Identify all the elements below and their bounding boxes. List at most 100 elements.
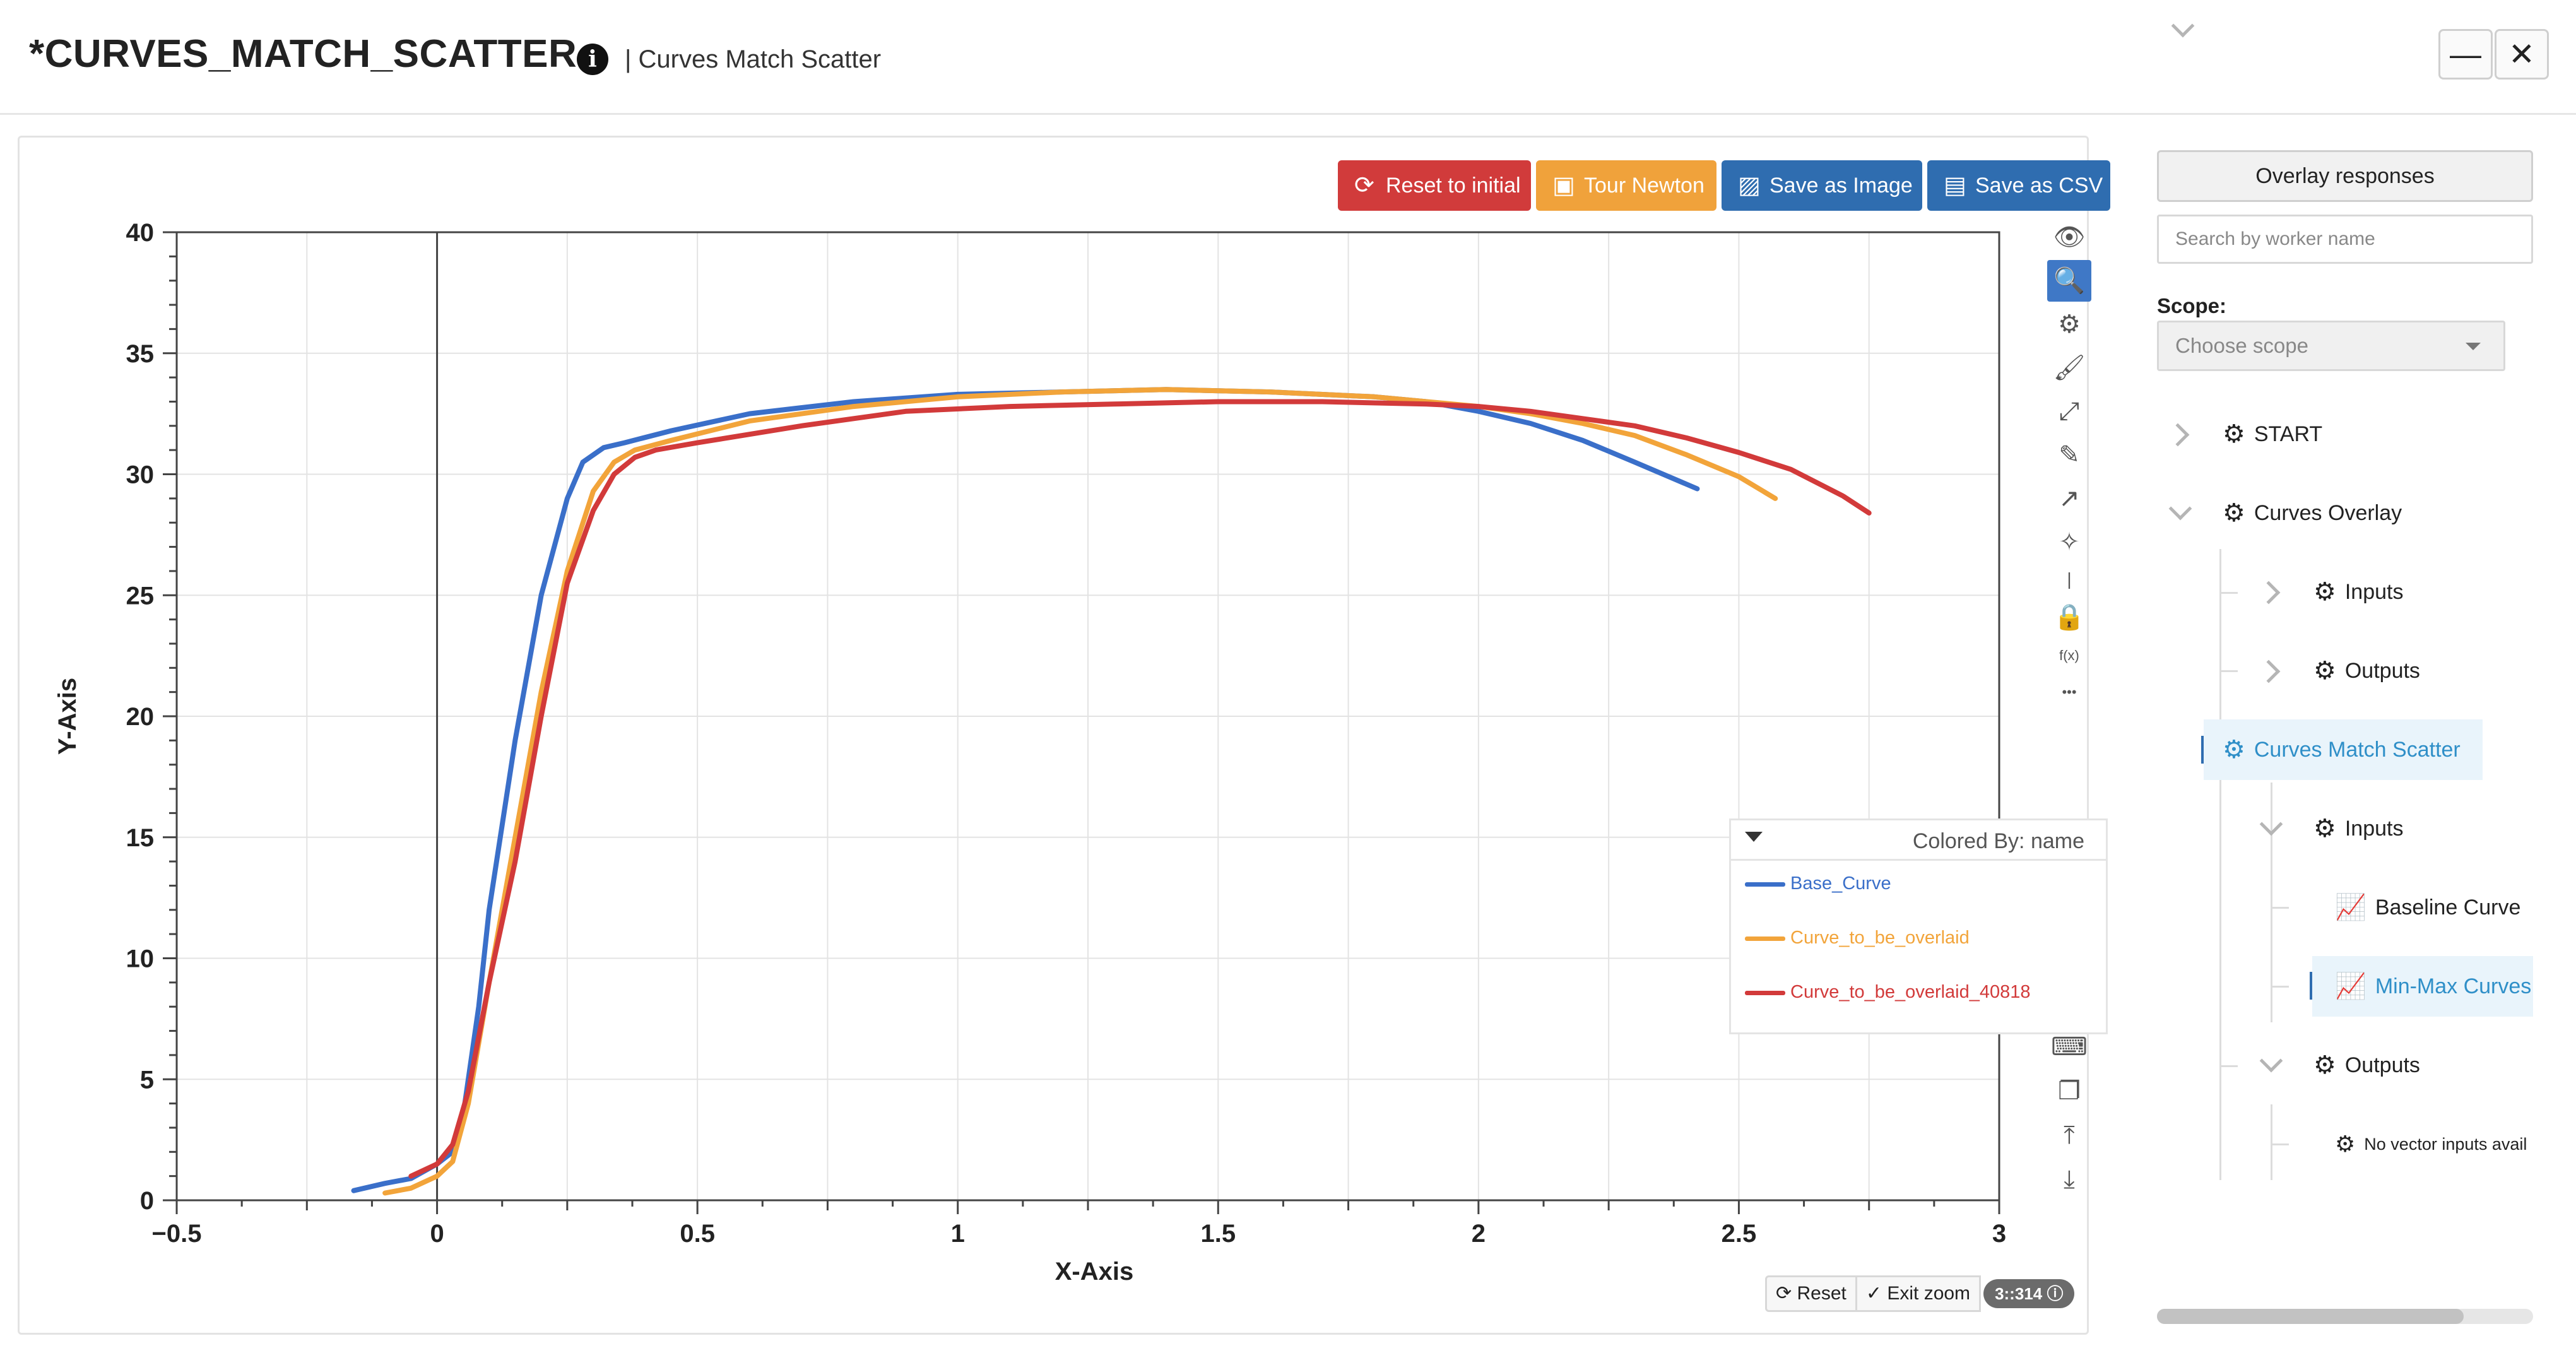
zoom-chip-bar: ⟳ Reset ✓ Exit zoom 3::314 ⓘ: [1765, 1275, 2075, 1312]
gear-icon: ⚙: [2313, 578, 2336, 606]
tree-node-label: Baseline Curve: [2375, 895, 2521, 919]
line-chart-icon: 📈: [2335, 972, 2366, 1000]
gear-icon: ⚙: [2313, 1051, 2336, 1079]
minimize-button[interactable]: —: [2438, 29, 2493, 80]
tree-guide: [2221, 1065, 2238, 1067]
chevron-down-icon[interactable]: [2168, 497, 2192, 521]
briefcase-icon: ▣: [1552, 172, 1575, 199]
chevron-right-icon[interactable]: [2257, 581, 2281, 605]
legend-label: Curve_to_be_overlaid: [1790, 928, 1970, 948]
legend-title: Colored By: name: [1912, 829, 2084, 853]
save-as-csv-button[interactable]: ▤ Save as CSV: [1927, 160, 2110, 211]
chevron-right-icon[interactable]: [2166, 423, 2190, 447]
tree-guide: [2221, 670, 2238, 672]
chevron-down-icon[interactable]: [2259, 812, 2283, 836]
point-count-label: 3::314: [1995, 1284, 2043, 1303]
overlay-responses-button[interactable]: Overlay responses: [2157, 150, 2533, 202]
panel-scrollbar[interactable]: [2157, 1309, 2533, 1324]
window-title: *CURVES_MATCH_SCATTER: [29, 32, 577, 76]
reset-to-initial-label: Reset to initial: [1386, 174, 1521, 198]
tree-guide: [2219, 549, 2221, 1180]
tree-guide: [2272, 907, 2289, 909]
brush-icon[interactable]: 🖌: [2053, 354, 2086, 382]
arrow-icon[interactable]: ↗: [2059, 485, 2080, 512]
scope-placeholder: Choose scope: [2175, 334, 2308, 357]
scope-label: Scope:: [2157, 294, 2227, 317]
chart-card: [18, 136, 2089, 1335]
chevron-down-icon[interactable]: [2259, 1049, 2283, 1073]
tree-node-label: Inputs: [2344, 817, 2404, 841]
zoom-icon[interactable]: 🔍: [2047, 260, 2091, 302]
gear-icon: ⚙: [2223, 420, 2245, 448]
tree-node-curves-match-scatter[interactable]: ⚙ Curves Match Scatter: [2204, 719, 2483, 780]
selection-indicator: [2201, 736, 2206, 764]
legend-item-curve-to-be-overlaid-40818[interactable]: Curve_to_be_overlaid_40818: [1745, 979, 2031, 1005]
legend-swatch: [1745, 882, 1785, 887]
legend-swatch: [1745, 936, 1785, 941]
more-icon[interactable]: •••: [2062, 684, 2077, 700]
legend-swatch: [1745, 990, 1785, 995]
exit-zoom-label: Exit zoom: [1887, 1283, 1971, 1304]
legend-label: Curve_to_be_overlaid_40818: [1790, 982, 2031, 1002]
download-icon[interactable]: ⤓: [2064, 1166, 2075, 1193]
settings-icon[interactable]: ⚙: [2058, 310, 2081, 338]
legend-item-curve-to-be-overlaid[interactable]: Curve_to_be_overlaid: [1745, 925, 1970, 950]
tree-node-label: Min-Max Curves: [2375, 974, 2532, 998]
point-count-badge: 3::314 ⓘ: [1983, 1279, 2075, 1308]
tree-node-label: No vector inputs avail: [2364, 1135, 2527, 1154]
title-bar: *CURVES_MATCH_SCATTER i | Curves Match S…: [0, 0, 2576, 115]
function-icon[interactable]: f(x): [2059, 647, 2079, 663]
tree-guide: [2221, 592, 2238, 594]
legend[interactable]: Colored By: name Base_Curve Curve_to_be_…: [1729, 818, 2108, 1034]
caret-down-icon[interactable]: [1745, 832, 1763, 842]
scope-select[interactable]: Choose scope: [2157, 321, 2505, 371]
copy-icon[interactable]: ❐: [2058, 1077, 2081, 1105]
legend-label: Base_Curve: [1790, 873, 1891, 894]
close-button[interactable]: ✕: [2495, 29, 2549, 80]
tree-node-label: Outputs: [2344, 659, 2420, 683]
legend-item-base-curve[interactable]: Base_Curve: [1745, 871, 1891, 896]
legend-header[interactable]: Colored By: name: [1731, 820, 2106, 861]
line-chart-icon: 📈: [2335, 894, 2366, 921]
image-icon: ▨: [1738, 172, 1761, 199]
save-as-image-label: Save as Image: [1770, 174, 1913, 198]
worker-search-input[interactable]: [2157, 215, 2533, 264]
eye-icon[interactable]: 👁: [2053, 223, 2086, 251]
gear-icon: ⚙: [2223, 736, 2245, 764]
excel-icon: ▤: [1944, 172, 1966, 199]
tree-node-no-vector-inputs[interactable]: ⚙ No vector inputs avail: [2335, 1114, 2533, 1174]
chevron-down-icon: [2466, 343, 2481, 350]
magic-wand-icon[interactable]: ✧: [2059, 528, 2080, 556]
tree-node-label: START: [2254, 422, 2323, 446]
tree-guide: [2272, 1143, 2289, 1145]
info-icon[interactable]: i: [577, 44, 608, 75]
scrollbar-thumb[interactable]: [2157, 1309, 2464, 1324]
gear-icon: ⚙: [2313, 657, 2336, 685]
keyboard-icon[interactable]: ⌨: [2051, 1033, 2088, 1061]
selection-indicator: [2310, 972, 2314, 1000]
gear-icon: ⚙: [2223, 499, 2245, 527]
reset-to-initial-button[interactable]: ⟳ Reset to initial: [1338, 160, 1531, 211]
lock-icon[interactable]: 🔒: [2053, 603, 2085, 631]
reset-zoom-label: Reset: [1797, 1283, 1846, 1304]
separator-icon[interactable]: |: [2067, 569, 2072, 589]
tour-newton-label: Tour Newton: [1584, 174, 1705, 198]
tree-node-label: Curves Match Scatter: [2254, 738, 2461, 762]
tree-guide: [2271, 783, 2272, 1022]
exit-zoom-button[interactable]: ✓ Exit zoom: [1857, 1275, 1982, 1312]
gear-icon: ⚙: [2313, 815, 2336, 842]
fit-icon[interactable]: ⤢: [2059, 398, 2079, 425]
upload-icon[interactable]: ⤒: [2064, 1121, 2075, 1149]
reset-zoom-button[interactable]: ⟳ Reset: [1765, 1275, 1857, 1312]
save-as-image-button[interactable]: ▨ Save as Image: [1722, 160, 1922, 211]
window-subtitle: | Curves Match Scatter: [625, 45, 882, 73]
save-as-csv-label: Save as CSV: [1975, 174, 2103, 198]
tree-node-min-max-curves[interactable]: 📈 Min-Max Curves: [2312, 956, 2533, 1017]
tree-guide: [2272, 986, 2289, 988]
chevron-right-icon[interactable]: [2257, 659, 2281, 683]
tour-newton-button[interactable]: ▣ Tour Newton: [1536, 160, 1716, 211]
pencil-icon[interactable]: ✎: [2059, 441, 2080, 469]
tree-guide: [2271, 1104, 2272, 1180]
gear-icon: ⚙: [2335, 1131, 2356, 1157]
tree-node-label: Curves Overlay: [2254, 501, 2402, 525]
